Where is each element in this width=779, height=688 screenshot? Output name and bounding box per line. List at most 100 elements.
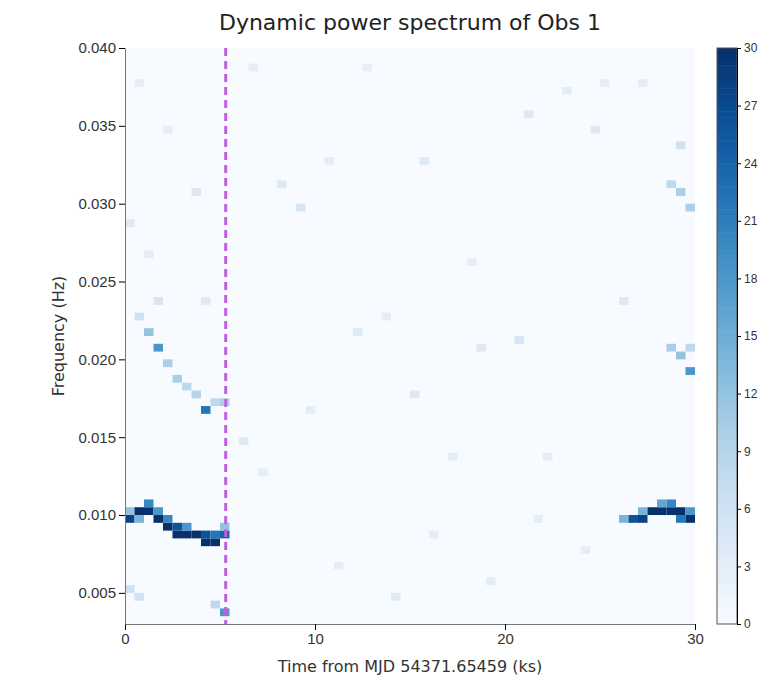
cell bbox=[182, 383, 192, 391]
colorbar-gradient bbox=[717, 503, 737, 509]
cell bbox=[667, 344, 677, 352]
colorbar-gradient bbox=[717, 388, 737, 394]
colorbar-tick: 3 bbox=[737, 560, 751, 574]
y-tick: 0.020 bbox=[78, 351, 125, 368]
y-tick: 0.015 bbox=[78, 428, 125, 445]
cell bbox=[477, 344, 487, 352]
x-axis-line bbox=[126, 624, 696, 625]
colorbar-gradient bbox=[717, 140, 737, 146]
x-tick: 30 bbox=[687, 624, 704, 647]
colorbar-tick: 0 bbox=[737, 617, 751, 631]
colorbar-gradient bbox=[717, 146, 737, 152]
cell bbox=[429, 531, 439, 539]
colorbar-gradient bbox=[717, 106, 737, 112]
colorbar-gradient bbox=[717, 371, 737, 377]
colorbar-gradient bbox=[717, 232, 737, 238]
y-axis-line bbox=[125, 49, 126, 625]
cell bbox=[135, 515, 145, 523]
colorbar-gradient bbox=[717, 566, 737, 572]
cell bbox=[144, 499, 154, 507]
cell bbox=[629, 515, 639, 523]
colorbar-gradient bbox=[717, 348, 737, 354]
colorbar-gradient bbox=[717, 405, 737, 411]
cell bbox=[334, 562, 344, 570]
colorbar-gradient bbox=[717, 376, 737, 382]
colorbar-gradient bbox=[717, 440, 737, 446]
colorbar-gradient bbox=[717, 169, 737, 175]
cell bbox=[135, 79, 145, 87]
colorbar-gradient bbox=[717, 428, 737, 434]
colorbar-gradient bbox=[717, 48, 737, 54]
colorbar-gradient bbox=[717, 434, 737, 440]
cell bbox=[154, 515, 164, 523]
colorbar-tick-label: 3 bbox=[744, 560, 751, 574]
colorbar-gradient bbox=[717, 520, 737, 526]
cell bbox=[638, 515, 648, 523]
colorbar-tick: 18 bbox=[737, 272, 758, 286]
cell bbox=[543, 453, 553, 461]
colorbar-gradient bbox=[717, 480, 737, 486]
colorbar-gradient bbox=[717, 83, 737, 89]
colorbar-gradient bbox=[717, 561, 737, 567]
colorbar-gradient bbox=[717, 359, 737, 365]
colorbar-gradient bbox=[717, 204, 737, 210]
colorbar-gradient bbox=[717, 244, 737, 250]
colorbar-gradient bbox=[717, 180, 737, 186]
colorbar-tick: 27 bbox=[737, 99, 758, 113]
colorbar-gradient bbox=[717, 457, 737, 463]
cell bbox=[239, 437, 249, 445]
colorbar-axis-line bbox=[738, 49, 742, 625]
colorbar-gradient bbox=[717, 267, 737, 273]
y-tick-mark bbox=[119, 282, 125, 283]
colorbar-tick-label: 18 bbox=[744, 272, 758, 286]
cell bbox=[591, 126, 601, 134]
y-tick-label: 0.030 bbox=[78, 195, 116, 212]
cell bbox=[686, 507, 696, 515]
cell bbox=[325, 157, 335, 165]
colorbar-gradient bbox=[717, 515, 737, 521]
colorbar-gradient bbox=[717, 157, 737, 163]
cell bbox=[686, 515, 696, 523]
colorbar-gradient bbox=[717, 296, 737, 302]
x-tick-label: 30 bbox=[687, 630, 704, 647]
y-tick-mark bbox=[119, 48, 125, 49]
cell bbox=[581, 546, 591, 554]
colorbar-tick-mark bbox=[737, 163, 741, 164]
colorbar-gradient bbox=[717, 532, 737, 538]
cell bbox=[657, 507, 667, 515]
cell bbox=[135, 507, 145, 515]
cell bbox=[173, 523, 183, 531]
cell bbox=[201, 538, 211, 546]
cell bbox=[182, 531, 192, 539]
colorbar-gradient bbox=[717, 601, 737, 607]
cell bbox=[144, 507, 154, 515]
colorbar-gradient bbox=[717, 60, 737, 66]
colorbar-gradient bbox=[717, 77, 737, 83]
y-tick-mark bbox=[119, 359, 125, 360]
cell bbox=[125, 219, 135, 227]
colorbar-tick-mark bbox=[737, 48, 741, 49]
colorbar-gradient bbox=[717, 468, 737, 474]
colorbar-gradient bbox=[717, 227, 737, 233]
dashed-line bbox=[224, 48, 227, 624]
cell bbox=[638, 507, 648, 515]
cell bbox=[135, 313, 145, 321]
colorbar-gradient bbox=[717, 278, 737, 284]
colorbar-gradient bbox=[717, 313, 737, 319]
cell bbox=[154, 297, 164, 305]
cell bbox=[144, 250, 154, 258]
y-tick-label: 0.020 bbox=[78, 351, 116, 368]
colorbar-gradient bbox=[717, 353, 737, 359]
colorbar-tick: 9 bbox=[737, 445, 751, 459]
plot-background bbox=[125, 48, 695, 624]
cell bbox=[192, 390, 202, 398]
colorbar-gradient bbox=[717, 290, 737, 296]
colorbar-gradient bbox=[717, 330, 737, 336]
colorbar-gradient bbox=[717, 192, 737, 198]
cell bbox=[192, 188, 202, 196]
colorbar-gradient bbox=[717, 538, 737, 544]
cell bbox=[192, 531, 202, 539]
cell bbox=[211, 538, 221, 546]
colorbar-gradient bbox=[717, 549, 737, 555]
cell bbox=[619, 515, 629, 523]
